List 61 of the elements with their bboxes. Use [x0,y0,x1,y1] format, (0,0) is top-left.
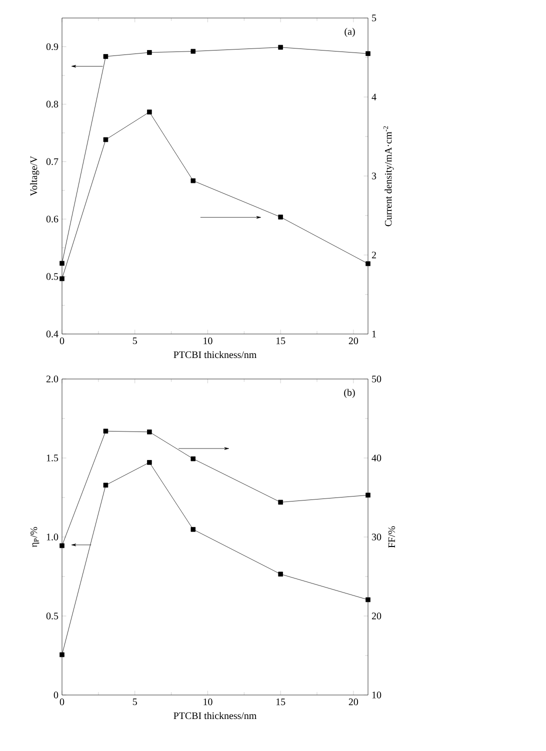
point [103,137,108,142]
y2-axis-title: Current density/mA·cm$^{-2}$ [383,126,394,226]
x-tick-label: 20 [348,338,358,344]
point [147,430,152,434]
x-tick-label: 0 [60,338,64,344]
point [147,460,152,465]
y2-axis-title: FF/% [388,526,396,548]
point [190,178,196,184]
point [60,543,64,548]
point [147,110,152,114]
point [147,50,152,55]
point [366,261,370,266]
x-tick-label: 15 [276,338,286,344]
y-tick-label: 2.0 [46,376,58,382]
y2-tick-label: 50 [372,376,382,382]
x-axis-title: PTCBI thickness/nm [174,712,256,720]
point [190,456,196,462]
y-axis-title: Voltage/V [30,156,40,196]
annotation: (b) [344,388,355,398]
y-tick-label: 0.7 [46,158,58,166]
point [278,44,283,50]
y2-tick-label: 30 [372,534,382,540]
y2-tick-label: 4 [372,94,376,100]
x-axis-title: PTCBI thickness/nm [174,351,256,358]
point [190,48,196,54]
y-tick-label: 0.9 [46,43,58,50]
y2-tick-label: 2 [372,252,376,258]
x-tick-label: 10 [204,698,212,706]
point [366,492,370,498]
y-tick-label: 0.6 [46,216,58,222]
y2-tick-label: 3 [372,172,376,180]
y2-tick-label: 20 [372,612,382,620]
point [278,572,283,577]
y-tick-label: 1.5 [46,454,58,462]
point [103,428,108,434]
y-axis-title: η$_{P}$/% [30,527,40,548]
point [103,54,108,59]
x-tick-label: 10 [204,338,212,344]
y-tick-label: 1.0 [46,534,58,540]
y-tick-label: 0.5 [46,273,58,280]
y2-tick-label: 40 [372,454,382,462]
point [60,652,64,658]
y-tick-label: 0.5 [46,612,58,620]
y-tick-label: 0 [54,692,58,698]
point [60,260,64,266]
point [278,214,283,220]
point [103,482,108,488]
x-tick-label: 15 [276,698,286,706]
y2-tick-label: 1 [372,330,376,338]
annotation: (a) [344,28,355,37]
x-tick-label: 5 [132,698,137,706]
x-tick-label: 0 [60,698,64,706]
y2-tick-label: 5 [372,14,376,22]
x-tick-label: 5 [132,338,137,344]
y2-tick-label: 10 [372,692,382,698]
point [60,276,64,282]
x-tick-label: 20 [348,698,358,706]
point [278,500,283,505]
y-tick-label: 0.4 [46,330,58,338]
point [190,527,196,532]
y-tick-label: 0.8 [46,100,58,108]
